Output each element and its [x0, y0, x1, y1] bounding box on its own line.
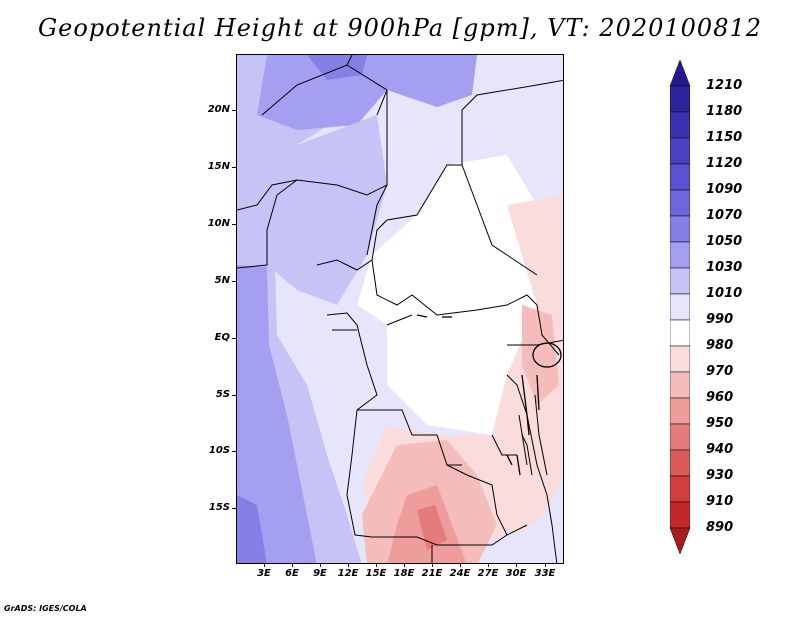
longitude-tick	[488, 563, 489, 567]
colorbar-label: 930	[706, 468, 734, 483]
latitude-tick	[232, 508, 237, 509]
colorbar-label: 1070	[706, 208, 743, 223]
latitude-tick	[232, 451, 237, 452]
map-panel	[236, 54, 564, 564]
colorbar-label: 940	[706, 442, 734, 457]
colorbar-segment	[670, 111, 690, 139]
colorbar-label: 980	[706, 338, 734, 353]
colorbar-label: 890	[706, 520, 734, 535]
colorbar-segment	[670, 449, 690, 477]
longitude-tick	[460, 563, 461, 567]
colorbar-segment	[670, 85, 690, 113]
latitude-label: EQ	[214, 332, 230, 343]
latitude-label: 10N	[207, 218, 230, 229]
colorbar-segment	[670, 475, 690, 503]
latitude-tick	[232, 281, 237, 282]
longitude-tick	[376, 563, 377, 567]
colorbar-segment	[670, 319, 690, 347]
colorbar-label: 1210	[706, 78, 743, 93]
colorbar-segment	[670, 501, 690, 529]
longitude-tick	[320, 563, 321, 567]
latitude-label: 20N	[207, 104, 230, 115]
region-pale-blue-se	[527, 510, 563, 563]
colorbar-label: 1050	[706, 234, 743, 249]
latitude-tick	[232, 395, 237, 396]
colorbar-label: 910	[706, 494, 734, 509]
region-deep-blue-north	[257, 55, 477, 130]
colorbar-svg	[670, 60, 690, 555]
longitude-tick	[545, 563, 546, 567]
longitude-label: 12E	[337, 568, 359, 579]
region-stronger-red-core	[417, 505, 447, 550]
colorbar-segment	[670, 215, 690, 243]
colorbar-segment	[670, 189, 690, 217]
longitude-label: 27E	[477, 568, 499, 579]
region-red-east-spot	[522, 305, 559, 405]
latitude-tick	[232, 338, 237, 339]
latitude-label: 5N	[214, 275, 230, 286]
longitude-label: 15E	[365, 568, 387, 579]
region-darker-blue-corner	[237, 495, 267, 563]
latitude-tick	[232, 224, 237, 225]
colorbar-label: 970	[706, 364, 734, 379]
latitude-label: 5S	[215, 389, 230, 400]
latitude-tick	[232, 110, 237, 111]
longitude-label: 18E	[393, 568, 415, 579]
region-mid-blue-west	[237, 115, 387, 305]
longitude-label: 33E	[534, 568, 556, 579]
colorbar-label: 1180	[706, 104, 743, 119]
latitude-label: 10S	[208, 445, 230, 456]
colorbar-segment	[670, 267, 690, 295]
longitude-label: 30E	[505, 568, 527, 579]
region-white-central	[357, 155, 537, 435]
colorbar-label: 1030	[706, 260, 743, 275]
longitude-label: 24E	[449, 568, 471, 579]
colorbar-label: 1150	[706, 130, 743, 145]
latitude-label: 15N	[207, 161, 230, 172]
colorbar-bottom-arrow	[670, 527, 690, 555]
longitude-tick	[404, 563, 405, 567]
longitude-tick	[292, 563, 293, 567]
colorbar-label: 1010	[706, 286, 743, 301]
longitude-tick	[516, 563, 517, 567]
colorbar-segment	[670, 371, 690, 399]
colorbar-label: 960	[706, 390, 734, 405]
colorbar-segment	[670, 345, 690, 373]
colorbar-segment	[670, 397, 690, 425]
colorbar-top-arrow	[670, 60, 690, 87]
colorbar-segment	[670, 137, 690, 165]
map-svg	[237, 55, 563, 563]
region-deep-blue-ocean	[237, 265, 317, 563]
map-title: Geopotential Height at 900hPa [gpm], VT:…	[38, 14, 762, 42]
longitude-label: 21E	[421, 568, 443, 579]
longitude-label: 6E	[285, 568, 299, 579]
colorbar-label: 1090	[706, 182, 743, 197]
footer-credit: GrADS: IGES/COLA	[4, 604, 87, 613]
latitude-tick	[232, 167, 237, 168]
colorbar-segment	[670, 423, 690, 451]
colorbar-segment	[670, 293, 690, 321]
latitude-label: 15S	[208, 502, 230, 513]
longitude-label: 9E	[313, 568, 327, 579]
lakes	[416, 314, 562, 476]
country-borders	[237, 55, 563, 563]
longitude-tick	[432, 563, 433, 567]
colorbar-label: 950	[706, 416, 734, 431]
longitude-label: 3E	[257, 568, 271, 579]
longitude-tick	[264, 563, 265, 567]
longitude-tick	[348, 563, 349, 567]
colorbar-label: 990	[706, 312, 734, 327]
colorbar-label: 1120	[706, 156, 743, 171]
colorbar-segment	[670, 241, 690, 269]
region-darker-blue-north	[307, 55, 367, 80]
colorbar-segment	[670, 163, 690, 191]
